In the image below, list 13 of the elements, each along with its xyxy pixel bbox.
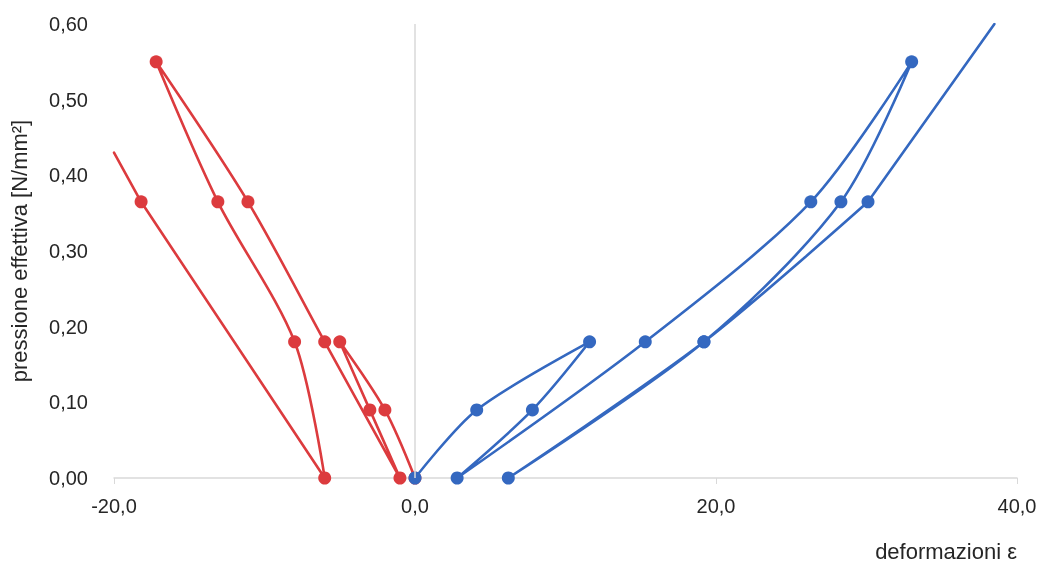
y-tick-label: 0,50 [49,88,88,111]
y-axis-title: pressione effettiva [N/mm²] [6,119,32,383]
y-tick-label: 0,40 [49,164,88,187]
y-tick-label: 0,10 [49,391,88,414]
y-tick-label: 0,30 [49,240,88,262]
x-tick-label: -20,0 [91,495,137,517]
x-tick-label: 40,0 [997,495,1037,517]
x-tick-label: 20,0 [696,495,736,517]
y-tick-label: 0,60 [49,13,88,35]
x-tick-label: 0,0 [401,495,429,517]
x-axis-title: deformazioni ε [875,538,1018,564]
y-tick-label: 0,00 [49,467,88,489]
y-tick-label: 0,20 [49,315,88,338]
